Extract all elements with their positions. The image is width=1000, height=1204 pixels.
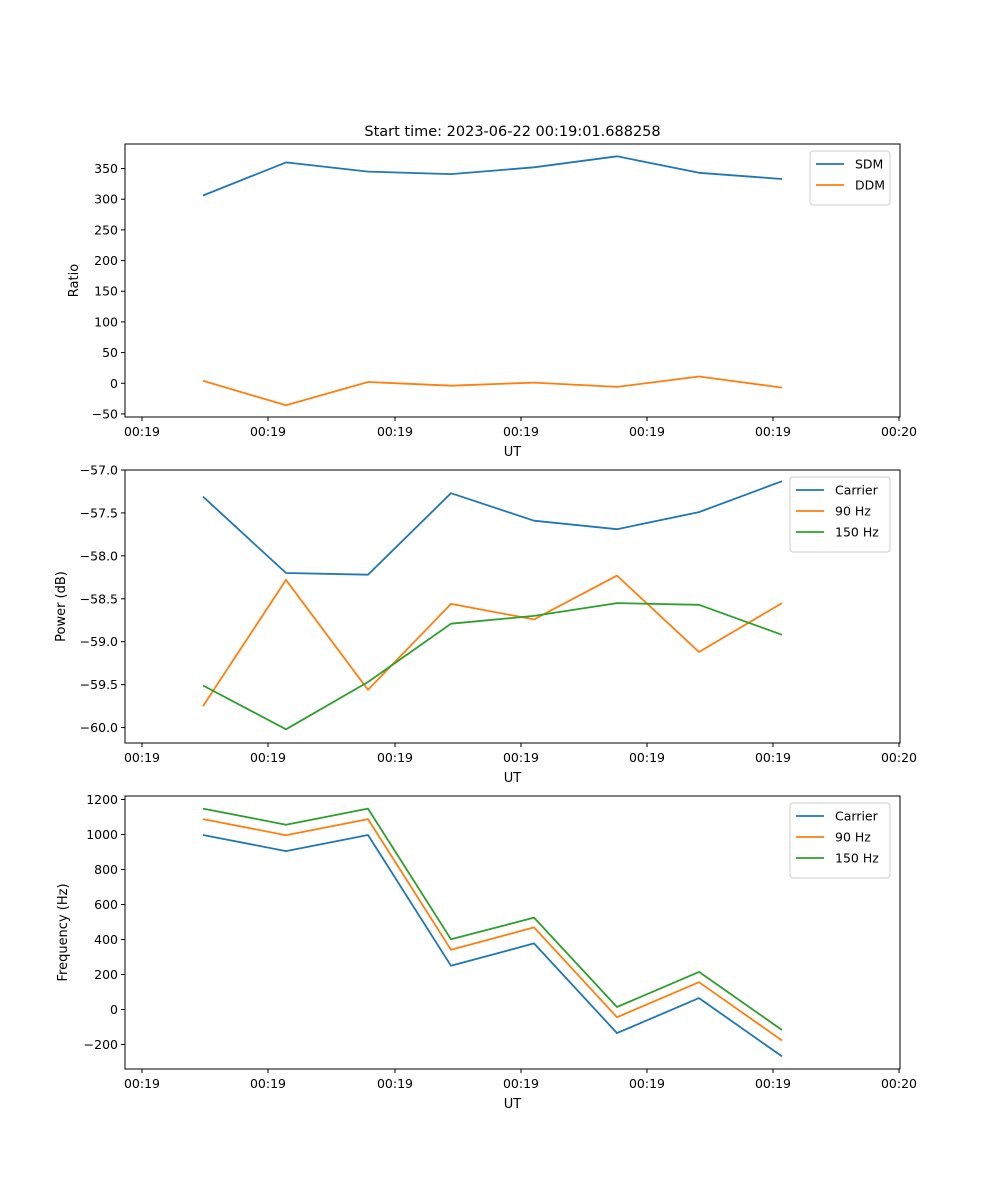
x-tick-label: 00:19 <box>377 750 413 765</box>
y-axis-label: Ratio <box>67 264 82 297</box>
x-tick-label: 00:19 <box>629 424 665 439</box>
x-axis-label: UT <box>504 445 522 460</box>
y-axis-label: Power (dB) <box>54 571 69 642</box>
x-tick-label: 00:19 <box>377 1076 413 1091</box>
axes-frame <box>124 795 901 1070</box>
x-tick-label: 00:20 <box>881 1076 917 1091</box>
x-tick-label: 00:19 <box>124 1076 160 1091</box>
legend: Carrier 90 Hz 150 Hz <box>789 802 891 879</box>
y-tick-label: 200 <box>94 253 118 268</box>
series-line-ddm <box>202 375 783 407</box>
y-tick-label: −200 <box>84 1037 118 1052</box>
y-tick-label: −60.0 <box>80 720 118 735</box>
y-tick-label: 800 <box>94 862 118 877</box>
series-line-150-hz <box>202 807 783 1031</box>
y-tick-label: 400 <box>94 932 118 947</box>
legend-box <box>789 802 891 879</box>
x-tick-label: 00:19 <box>755 1076 791 1091</box>
series-line-sdm <box>202 155 783 197</box>
series-line-carrier <box>202 834 783 1058</box>
y-tick-label: −59.5 <box>80 677 118 692</box>
x-tick-label: 00:20 <box>881 424 917 439</box>
legend-entry: Carrier <box>835 809 879 824</box>
x-tick-label: 00:19 <box>629 750 665 765</box>
legend-entry: DDM <box>855 178 885 193</box>
y-tick-label: 1200 <box>86 792 118 807</box>
y-tick-label: 200 <box>94 967 118 982</box>
x-tick-label: 00:19 <box>503 1076 539 1091</box>
legend-entry: 90 Hz <box>835 830 871 845</box>
y-tick-label: −58.0 <box>80 548 118 563</box>
series-line-carrier <box>202 480 783 576</box>
legend-entry: Carrier <box>835 483 879 498</box>
x-tick-label: 00:19 <box>755 424 791 439</box>
frequency-panel: Frequency (Hz) UT −200 0 200 400 600 800 1000 1… <box>56 792 917 1112</box>
y-tick-label: −58.5 <box>80 591 118 606</box>
series-line-90-hz <box>202 574 783 707</box>
y-tick-label: 50 <box>102 345 118 360</box>
x-tick-label: 00:19 <box>250 1076 286 1091</box>
y-tick-label: 0 <box>110 1002 118 1017</box>
legend-box <box>789 476 891 553</box>
y-tick-label: −59.0 <box>80 634 118 649</box>
axes-frame <box>124 469 901 744</box>
series-line-150-hz <box>202 602 783 731</box>
x-tick-label: 00:19 <box>377 424 413 439</box>
legend-entry: 90 Hz <box>835 504 871 519</box>
y-axis-label: Frequency (Hz) <box>56 883 71 981</box>
y-tick-label: 600 <box>94 897 118 912</box>
y-tick-label: 1000 <box>86 827 118 842</box>
y-tick-label: 300 <box>94 192 118 207</box>
x-tick-label: 00:19 <box>503 424 539 439</box>
y-tick-label: 0 <box>110 376 118 391</box>
x-axis-label: UT <box>504 771 522 786</box>
chart-title: Start time: 2023-06-22 00:19:01.688258 <box>364 124 660 140</box>
y-tick-label: 350 <box>94 161 118 176</box>
x-tick-label: 00:19 <box>250 750 286 765</box>
power-panel: Power (dB) UT −60.0 −59.5 −59.0 −58.5 −58.0 −… <box>54 463 917 787</box>
x-tick-label: 00:19 <box>124 750 160 765</box>
legend-entry: SDM <box>855 157 883 172</box>
y-tick-label: −57.5 <box>80 505 118 520</box>
series-line-90-hz <box>202 818 783 1042</box>
y-tick-label: 250 <box>94 222 118 237</box>
y-tick-label: −50 <box>92 406 118 421</box>
y-tick-label: −57.0 <box>80 463 118 478</box>
x-tick-label: 00:20 <box>881 750 917 765</box>
legend-entry: 150 Hz <box>835 851 879 866</box>
y-tick-label: 150 <box>94 284 118 299</box>
legend: SDM DDM <box>809 150 891 206</box>
legend-entry: 150 Hz <box>835 525 879 540</box>
x-tick-label: 00:19 <box>629 1076 665 1091</box>
x-tick-label: 00:19 <box>124 424 160 439</box>
y-tick-label: 100 <box>94 314 118 329</box>
axes-frame <box>124 143 901 418</box>
x-axis-label: UT <box>504 1097 522 1112</box>
legend: Carrier 90 Hz 150 Hz <box>789 476 891 553</box>
ratio-panel: Start time: 2023-06-22 00:19:01.688258 R… <box>67 124 917 460</box>
x-tick-label: 00:19 <box>755 750 791 765</box>
x-tick-label: 00:19 <box>250 424 286 439</box>
x-tick-label: 00:19 <box>503 750 539 765</box>
